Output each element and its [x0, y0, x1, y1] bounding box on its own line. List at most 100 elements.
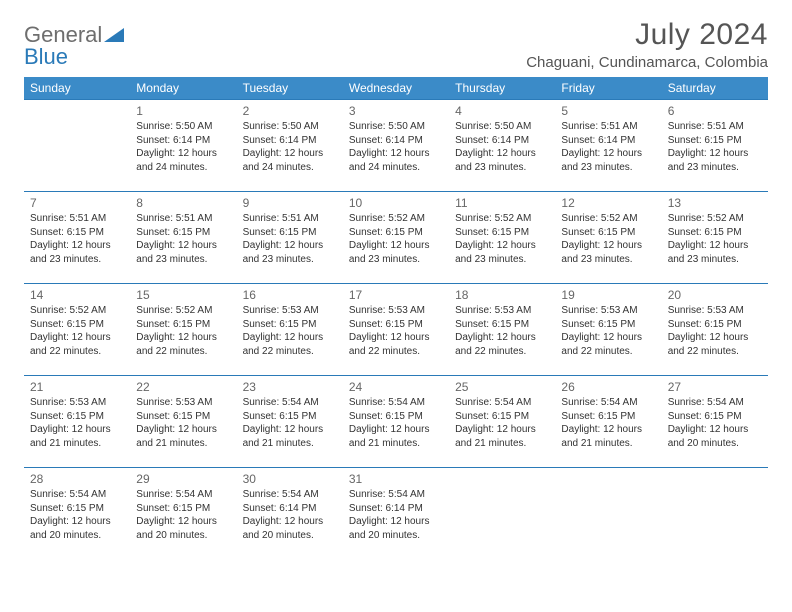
calendar-cell: [555, 468, 661, 560]
day-number: 2: [243, 104, 337, 118]
daylight-line: Daylight: 12 hours and 24 minutes.: [349, 147, 443, 174]
day-number: 1: [136, 104, 230, 118]
day-number: 20: [668, 288, 762, 302]
day-info: Sunrise: 5:50 AMSunset: 6:14 PMDaylight:…: [349, 120, 443, 174]
sunset-line: Sunset: 6:15 PM: [668, 226, 762, 240]
sunset-line: Sunset: 6:15 PM: [668, 134, 762, 148]
daylight-line: Daylight: 12 hours and 21 minutes.: [455, 423, 549, 450]
sunrise-line: Sunrise: 5:50 AM: [136, 120, 230, 134]
day-info: Sunrise: 5:51 AMSunset: 6:15 PMDaylight:…: [136, 212, 230, 266]
calendar-cell: 25 Sunrise: 5:54 AMSunset: 6:15 PMDayligh…: [449, 376, 555, 468]
sunset-line: Sunset: 6:14 PM: [243, 502, 337, 516]
daylight-line: Daylight: 12 hours and 23 minutes.: [136, 239, 230, 266]
day-info: Sunrise: 5:54 AMSunset: 6:14 PMDaylight:…: [243, 488, 337, 542]
day-number: 15: [136, 288, 230, 302]
sunrise-line: Sunrise: 5:54 AM: [455, 396, 549, 410]
sunrise-line: Sunrise: 5:54 AM: [349, 488, 443, 502]
calendar-cell: 21 Sunrise: 5:53 AMSunset: 6:15 PMDayligh…: [24, 376, 130, 468]
day-header: Tuesday: [237, 77, 343, 100]
sunset-line: Sunset: 6:15 PM: [30, 502, 124, 516]
calendar-cell: 31Sunrise: 5:54 AMSunset: 6:14 PMDayligh…: [343, 468, 449, 560]
day-info: Sunrise: 5:51 AMSunset: 6:15 PMDaylight:…: [243, 212, 337, 266]
daylight-line: Daylight: 12 hours and 20 minutes.: [243, 515, 337, 542]
sunrise-line: Sunrise: 5:53 AM: [136, 396, 230, 410]
title-block: July 2024 Chaguani, Cundinamarca, Colomb…: [526, 18, 768, 71]
day-info: Sunrise: 5:54 AMSunset: 6:15 PMDaylight:…: [136, 488, 230, 542]
sunset-line: Sunset: 6:15 PM: [136, 226, 230, 240]
calendar-cell: [662, 468, 768, 560]
day-number: 9: [243, 196, 337, 210]
day-info: Sunrise: 5:51 AMSunset: 6:14 PMDaylight:…: [561, 120, 655, 174]
day-info: Sunrise: 5:52 AMSunset: 6:15 PMDaylight:…: [455, 212, 549, 266]
day-number: 7: [30, 196, 124, 210]
day-number: 3: [349, 104, 443, 118]
sunset-line: Sunset: 6:14 PM: [349, 502, 443, 516]
daylight-line: Daylight: 12 hours and 22 minutes.: [30, 331, 124, 358]
day-number: 21: [30, 380, 124, 394]
day-info: Sunrise: 5:50 AMSunset: 6:14 PMDaylight:…: [243, 120, 337, 174]
daylight-line: Daylight: 12 hours and 20 minutes.: [30, 515, 124, 542]
day-number: 28: [30, 472, 124, 486]
calendar-cell: 20Sunrise: 5:53 AMSunset: 6:15 PMDayligh…: [662, 284, 768, 376]
day-info: Sunrise: 5:54 AMSunset: 6:15 PMDaylight:…: [455, 396, 549, 450]
sunset-line: Sunset: 6:15 PM: [243, 410, 337, 424]
sunset-line: Sunset: 6:15 PM: [349, 226, 443, 240]
day-number: 23: [243, 380, 337, 394]
daylight-line: Daylight: 12 hours and 23 minutes.: [668, 147, 762, 174]
day-info: Sunrise: 5:52 AMSunset: 6:15 PMDaylight:…: [30, 304, 124, 358]
day-number: 6: [668, 104, 762, 118]
daylight-line: Daylight: 12 hours and 23 minutes.: [455, 239, 549, 266]
daylight-line: Daylight: 12 hours and 22 minutes.: [136, 331, 230, 358]
day-number: 17: [349, 288, 443, 302]
sunrise-line: Sunrise: 5:53 AM: [561, 304, 655, 318]
sunrise-line: Sunrise: 5:51 AM: [136, 212, 230, 226]
day-info: Sunrise: 5:50 AMSunset: 6:14 PMDaylight:…: [136, 120, 230, 174]
sunset-line: Sunset: 6:15 PM: [243, 318, 337, 332]
logo: General Blue: [24, 18, 124, 68]
sunrise-line: Sunrise: 5:52 AM: [561, 212, 655, 226]
daylight-line: Daylight: 12 hours and 21 minutes.: [243, 423, 337, 450]
daylight-line: Daylight: 12 hours and 22 minutes.: [668, 331, 762, 358]
daylight-line: Daylight: 12 hours and 21 minutes.: [30, 423, 124, 450]
day-header: Wednesday: [343, 77, 449, 100]
day-info: Sunrise: 5:50 AMSunset: 6:14 PMDaylight:…: [455, 120, 549, 174]
daylight-line: Daylight: 12 hours and 22 minutes.: [243, 331, 337, 358]
sunset-line: Sunset: 6:15 PM: [349, 410, 443, 424]
calendar-cell: 8Sunrise: 5:51 AMSunset: 6:15 PMDaylight…: [130, 192, 236, 284]
sunrise-line: Sunrise: 5:51 AM: [561, 120, 655, 134]
day-header: Friday: [555, 77, 661, 100]
calendar-body: 1Sunrise: 5:50 AMSunset: 6:14 PMDaylight…: [24, 100, 768, 560]
calendar-cell: 29Sunrise: 5:54 AMSunset: 6:15 PMDayligh…: [130, 468, 236, 560]
day-info: Sunrise: 5:52 AMSunset: 6:15 PMDaylight:…: [349, 212, 443, 266]
day-info: Sunrise: 5:54 AMSunset: 6:15 PMDaylight:…: [243, 396, 337, 450]
sunrise-line: Sunrise: 5:50 AM: [349, 120, 443, 134]
day-number: 25: [455, 380, 549, 394]
calendar-cell: 6Sunrise: 5:51 AMSunset: 6:15 PMDaylight…: [662, 100, 768, 192]
calendar-week: 1 Sunrise: 5:50 AMSunset: 6:14 PMDaylight…: [24, 100, 768, 192]
sunset-line: Sunset: 6:15 PM: [561, 410, 655, 424]
calendar-cell: 9 Sunrise: 5:51 AMSunset: 6:15 PMDaylight…: [237, 192, 343, 284]
day-info: Sunrise: 5:54 AMSunset: 6:15 PMDaylight:…: [561, 396, 655, 450]
calendar-cell: 1 Sunrise: 5:50 AMSunset: 6:14 PMDaylight…: [130, 100, 236, 192]
sunrise-line: Sunrise: 5:52 AM: [30, 304, 124, 318]
sunset-line: Sunset: 6:15 PM: [561, 226, 655, 240]
calendar-cell: 12Sunrise: 5:52 AMSunset: 6:15 PMDayligh…: [555, 192, 661, 284]
sunrise-line: Sunrise: 5:53 AM: [349, 304, 443, 318]
sunset-line: Sunset: 6:15 PM: [668, 410, 762, 424]
day-info: Sunrise: 5:53 AMSunset: 6:15 PMDaylight:…: [30, 396, 124, 450]
calendar-cell: 3 Sunrise: 5:50 AMSunset: 6:14 PMDaylight…: [343, 100, 449, 192]
location: Chaguani, Cundinamarca, Colombia: [526, 54, 768, 71]
calendar-cell: 5Sunrise: 5:51 AMSunset: 6:14 PMDaylight…: [555, 100, 661, 192]
sunrise-line: Sunrise: 5:50 AM: [243, 120, 337, 134]
day-info: Sunrise: 5:51 AMSunset: 6:15 PMDaylight:…: [30, 212, 124, 266]
calendar-cell: 28Sunrise: 5:54 AMSunset: 6:15 PMDayligh…: [24, 468, 130, 560]
daylight-line: Daylight: 12 hours and 23 minutes.: [668, 239, 762, 266]
daylight-line: Daylight: 12 hours and 23 minutes.: [30, 239, 124, 266]
day-info: Sunrise: 5:53 AMSunset: 6:15 PMDaylight:…: [561, 304, 655, 358]
day-number: 11: [455, 196, 549, 210]
daylight-line: Daylight: 12 hours and 23 minutes.: [243, 239, 337, 266]
sunrise-line: Sunrise: 5:54 AM: [136, 488, 230, 502]
sunrise-line: Sunrise: 5:51 AM: [30, 212, 124, 226]
day-number: 12: [561, 196, 655, 210]
day-header: Thursday: [449, 77, 555, 100]
